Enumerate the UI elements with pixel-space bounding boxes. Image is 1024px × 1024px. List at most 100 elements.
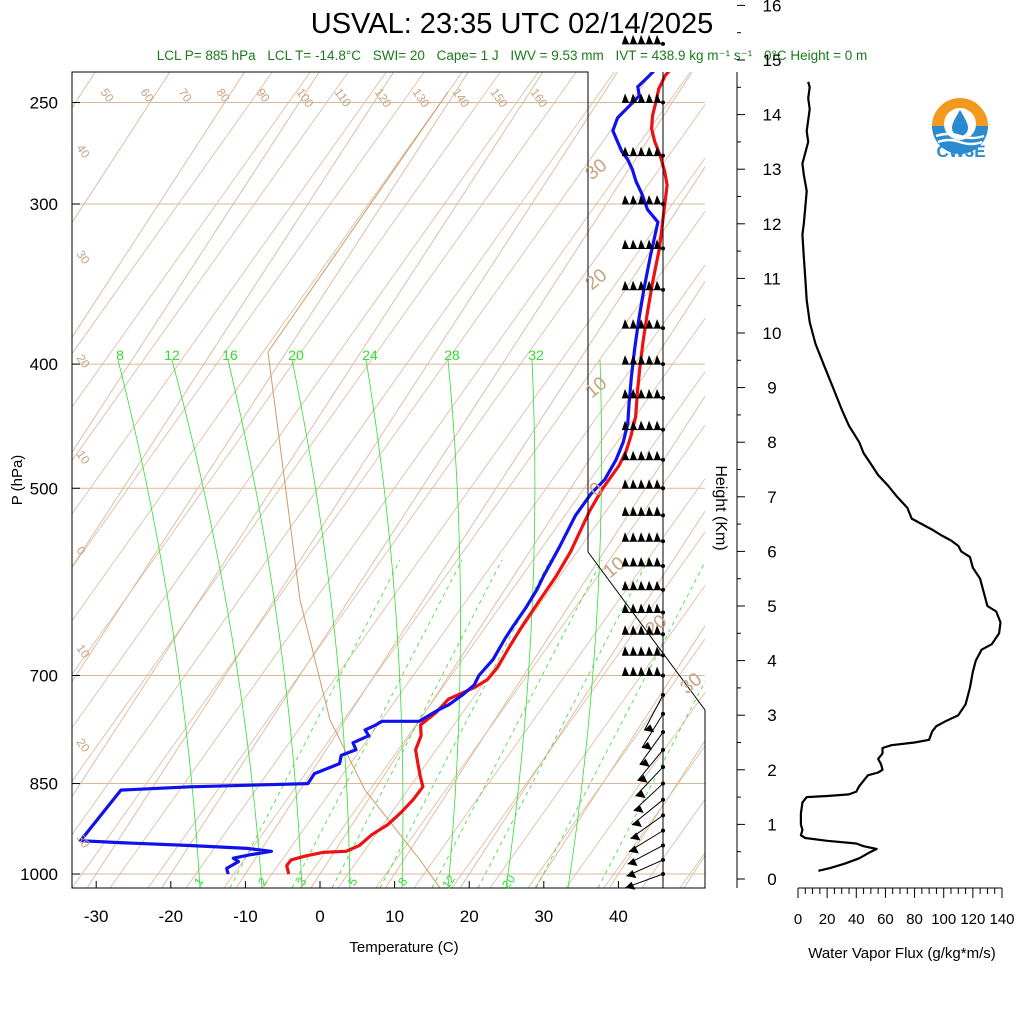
wind-barb-flag <box>630 603 637 613</box>
wind-barb-flag <box>638 420 645 430</box>
stat-lcl-p: LCL P= 885 hPa <box>156 48 256 63</box>
wind-barb-flag <box>622 646 629 656</box>
mixing-ratio-label: 20 <box>288 347 304 363</box>
flux-x-tick-label: 120 <box>960 911 985 928</box>
dry-adiabat-line <box>413 478 705 888</box>
mixing-ratio-label: 28 <box>444 347 460 363</box>
mixing-ratio-dashed-line <box>597 680 705 888</box>
parcel-path <box>267 351 441 888</box>
wind-barb-flag <box>654 355 661 365</box>
wind-barb <box>622 280 665 292</box>
dry-adiabat-line <box>527 638 705 888</box>
wind-barb-dot <box>661 764 665 769</box>
wind-profile-label: 10 <box>600 553 630 583</box>
wind-barb-dot <box>661 857 665 862</box>
wind-barb-flag <box>646 280 653 290</box>
flux-x-tick-label: 40 <box>848 911 865 928</box>
wind-barb-flag <box>622 280 629 290</box>
flux-x-axis-label: Water Vapor Flux (g/kg*m/s) <box>808 945 996 962</box>
wind-barb-dot <box>661 872 665 876</box>
wind-barb <box>622 666 665 678</box>
wind-barb-flag <box>654 450 661 460</box>
wind-barb-dot <box>661 326 665 331</box>
mixing-ratio-label: 2 <box>255 875 270 889</box>
flux-x-tick-label: 20 <box>819 911 836 928</box>
wind-barb-flag <box>631 818 642 827</box>
wind-barb-flag <box>646 146 653 156</box>
mixing-ratio-label: 8 <box>395 875 410 889</box>
dry-adiabat-line <box>451 531 705 888</box>
wind-barb-dot <box>661 287 665 292</box>
dry-adiabat-line <box>489 584 705 888</box>
wind-barb-flag <box>630 506 637 516</box>
wind-barb-flag <box>654 388 661 398</box>
wind-barb-flag <box>633 804 644 813</box>
y-tick-label: 1000 <box>20 865 58 884</box>
dry-adiabat-line <box>185 157 705 888</box>
skewt-frame <box>71 71 706 889</box>
y-tick-label: 500 <box>30 479 58 498</box>
wind-barb <box>622 388 665 400</box>
dry-adiabat-line <box>72 72 539 729</box>
wind-barb <box>622 450 665 462</box>
dry-adiabat-line <box>375 424 705 888</box>
wind-barb-flag <box>638 355 645 365</box>
wind-barb-flag <box>630 557 637 567</box>
wind-barb-flag <box>638 34 645 44</box>
x-tick-label: -20 <box>159 907 184 926</box>
wind-barb-flag <box>630 666 637 676</box>
stat-ivt: IVT = 438.9 kg m⁻¹ s⁻¹ <box>615 48 753 63</box>
wind-barb-flag <box>622 506 629 516</box>
dry-adiabat-line <box>72 72 387 515</box>
mixing-ratio-label: 24 <box>362 347 378 363</box>
wind-barb-flag <box>646 506 653 516</box>
flux-y-axis-label: Height (Km) <box>712 465 729 550</box>
wind-barb <box>631 797 665 827</box>
wind-barb-flag <box>622 450 629 460</box>
wind-barb-flag <box>630 388 637 398</box>
wind-barb-flag <box>646 479 653 489</box>
wind-barb-flag <box>646 239 653 249</box>
y-axis-label: P (hPa) <box>9 455 26 506</box>
dry-adiabat-line <box>147 104 705 888</box>
x-tick-label: 20 <box>460 907 479 926</box>
wind-barb <box>622 420 665 432</box>
cw3e-logo-icon <box>932 98 988 154</box>
parcel-upper-path <box>267 91 449 353</box>
wind-barb-flag <box>638 388 645 398</box>
wind-barb-dot <box>661 486 665 491</box>
stat-swi: SWI= 20 <box>372 48 425 63</box>
wind-barb <box>622 146 665 158</box>
wind-barb-flag <box>638 239 645 249</box>
dry-adiabat-line <box>299 317 705 888</box>
dewpoint-line <box>78 72 660 875</box>
wind-barb <box>622 506 665 518</box>
stat-cape: Cape= 1 J <box>436 48 499 63</box>
wind-barb-flag <box>654 646 661 656</box>
mixing-ratio-line <box>365 359 404 888</box>
wind-barb-flag <box>654 557 661 567</box>
wind-barb-flag <box>630 319 637 329</box>
wind-barb <box>637 747 665 783</box>
wind-barb-flag <box>638 146 645 156</box>
wind-barb-flag <box>654 506 661 516</box>
wind-barb <box>630 813 665 841</box>
wind-barb-flag <box>622 319 629 329</box>
flux-y-tick-label: 6 <box>767 542 776 561</box>
wind-barb <box>639 730 665 767</box>
mixing-ratio-line <box>291 359 351 888</box>
wind-barbs <box>622 34 665 890</box>
wind-barb-dot <box>661 781 665 786</box>
dry-adiabat-line <box>72 72 311 408</box>
mixing-ratio-label: 32 <box>528 347 544 363</box>
y-tick-label: 850 <box>30 775 58 794</box>
wind-barb-dot <box>661 564 665 569</box>
wind-barb-dot <box>661 797 665 802</box>
wind-barb-flag <box>646 603 653 613</box>
isotherm-line <box>72 72 320 453</box>
wind-barb-staff <box>637 749 664 782</box>
wind-barb-flag <box>622 146 629 156</box>
wind-barb <box>625 872 665 890</box>
wind-barb-flag <box>654 93 661 103</box>
isotherm-label: 160 <box>528 86 551 111</box>
